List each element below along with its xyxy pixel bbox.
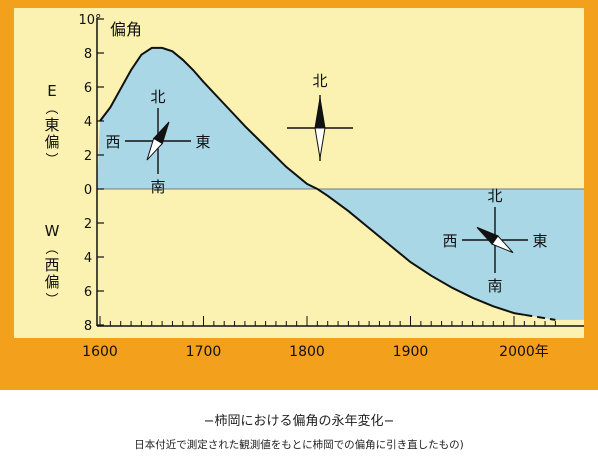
ylabel-char: 東 (44, 116, 59, 134)
x-axis: 1600 1700 1800 1900 2000年 (82, 316, 584, 360)
y-tick-label: 2 (84, 217, 92, 232)
compass-label-east: 東 (532, 232, 547, 250)
figure-caption: −柿岡における偏角の永年変化− (203, 414, 395, 429)
compass-label-north: 北 (487, 187, 502, 205)
x-tick-label: 1800 (289, 344, 325, 360)
ylabel-char: ︶ (45, 293, 58, 308)
y-tick-label: 4 (84, 251, 92, 266)
ylabel-char: ︵ (45, 242, 58, 257)
compass-label-south: 南 (487, 277, 502, 295)
figure-note: 日本付近で測定された観測値をもとに柿岡での偏角に引き直したもの) (134, 439, 464, 451)
chart-frame: 8 6 4 2 0 2 4 6 8 1600 1700 1800 1900 2000年 10° 偏角 E… (0, 0, 598, 390)
declination-curve (99, 46, 525, 316)
compass-label-west: 西 (105, 133, 120, 151)
ylabel-char: ︶ (45, 153, 58, 168)
ylabel-west: W ︵西偏 ︶ (44, 222, 59, 308)
x-tick-label: 1900 (393, 344, 429, 360)
x-tick-label: 1600 (82, 344, 118, 360)
chart-title: 偏角 (110, 20, 142, 39)
ylabel-char: 西 (44, 256, 59, 274)
compass-2000: 北南 西 東 (442, 187, 547, 295)
declination-area (97, 47, 584, 320)
ylabel-char: ︵ (45, 102, 58, 117)
compass-label-south: 南 (150, 178, 165, 196)
y-tick-label: 0 (84, 183, 92, 198)
y-tick-label: 6 (84, 285, 92, 300)
x-tick-label: 1700 (186, 344, 222, 360)
compass-label-west: 西 (442, 232, 457, 250)
ylabel-char: 偏 (44, 133, 59, 151)
y-unit-label: 10° (78, 13, 101, 28)
declination-projection (524, 313, 556, 321)
compass-1800: 北 (287, 72, 353, 161)
compass-1600s: 北南 西 東 (105, 88, 210, 196)
ylabel-char: 偏 (44, 273, 59, 291)
y-axis: 8 6 4 2 0 2 4 6 8 (84, 18, 104, 334)
compass-label-north: 北 (150, 88, 165, 106)
y-tick-label: 4 (84, 115, 92, 130)
needle-south (491, 235, 514, 254)
x-tick-label: 2000年 (499, 344, 549, 360)
y-tick-label: 6 (84, 81, 92, 96)
ylabel-char: W (45, 222, 60, 240)
compass-label-north: 北 (312, 72, 327, 90)
ylabel-char: E (47, 82, 56, 100)
y-tick-label: 2 (84, 149, 92, 164)
compass-label-east: 東 (195, 133, 210, 151)
ylabel-east: E ︵東偏 ︶ (44, 82, 59, 168)
y-tick-label: 8 (84, 47, 92, 62)
needle-south (146, 137, 164, 161)
needle-south (314, 127, 326, 159)
y-tick-label: 8 (84, 319, 92, 334)
